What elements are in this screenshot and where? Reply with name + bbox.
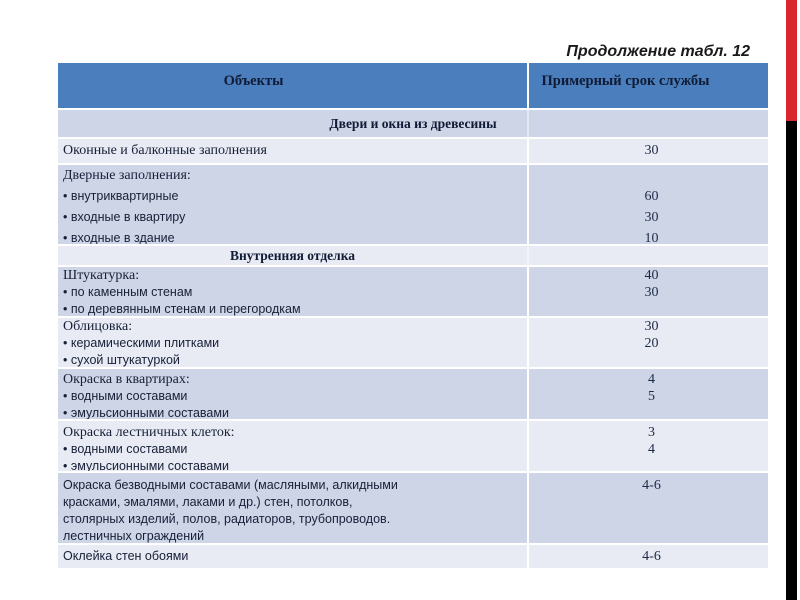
row-value-cell: 60 30 10 xyxy=(527,165,768,244)
row-value-line: 30 xyxy=(644,143,659,158)
row-value-line: 4-6 xyxy=(642,549,661,564)
row-value-cell: 40 30 xyxy=(527,267,768,316)
row-object-cell: Дверные заполнения: • внутриквартирные •… xyxy=(58,165,527,244)
row-value-cell: 30 xyxy=(527,139,768,163)
row-object-line: • внутриквартирные xyxy=(63,189,179,203)
column-header-objects-cell: Объекты xyxy=(58,63,527,108)
row-object-line: • сухой штукатуркой xyxy=(63,353,180,367)
column-header-service-life: Примерный срок службы xyxy=(541,73,710,89)
row-value-line: 5 xyxy=(648,389,655,404)
row-object-cell: Окраска лестничных клеток: • водными сос… xyxy=(58,421,527,471)
row-object-line: • водными составами xyxy=(63,442,188,456)
section-label: Двери и окна из древесины xyxy=(329,116,497,131)
table-header-row: Объекты Примерный срок службы xyxy=(58,63,768,110)
accent-bar-red xyxy=(786,0,797,121)
column-divider xyxy=(527,246,529,265)
row-object-line: Штукатурка: xyxy=(63,268,140,283)
row-value-line: 20 xyxy=(644,336,659,351)
row-object-line: • по деревянным стенам и перегородкам xyxy=(63,302,301,316)
row-object-line: Облицовка: xyxy=(63,319,133,334)
table-row: Оконные и балконные заполнения 30 xyxy=(58,139,768,165)
row-value-line: 40 xyxy=(644,268,659,283)
table-row: Окраска в квартирах: • водными составами… xyxy=(58,369,768,421)
row-object-line: Оконные и балконные заполнения xyxy=(63,143,267,158)
table-row: Облицовка: • керамическими плитками • су… xyxy=(58,318,768,369)
row-object-line: красками, эмалями, лаками и др.) стен, п… xyxy=(63,495,353,509)
row-object-line: • входные в квартиру xyxy=(63,210,186,224)
section-label: Внутренняя отделка xyxy=(229,248,356,263)
row-value-cell: 30 20 xyxy=(527,318,768,367)
row-object-line: • эмульсионными составами xyxy=(63,406,229,420)
row-object-line: • эмульсионными составами xyxy=(63,459,229,473)
row-value-line: 30 xyxy=(644,285,659,300)
row-value-line: 60 xyxy=(644,189,659,204)
row-object-line: Оклейка стен обоями xyxy=(63,549,189,563)
row-object-cell: Оконные и балконные заполнения xyxy=(58,139,527,163)
section-row-interior-finishing: Внутренняя отделка xyxy=(58,246,768,267)
row-object-line: лестничных ограждений xyxy=(63,529,205,543)
slide-title: Продолжение табл. 12 xyxy=(566,43,750,60)
row-object-line: Окраска в квартирах: xyxy=(63,372,190,387)
row-value-line: 4-6 xyxy=(642,478,661,493)
row-object-cell: Оклейка стен обоями xyxy=(58,545,527,568)
row-value-cell: 4-6 xyxy=(527,473,768,543)
row-object-line: столярных изделий, полов, радиаторов, тр… xyxy=(63,512,391,526)
row-value-line: 3 xyxy=(648,425,655,440)
row-object-cell: Окраска в квартирах: • водными составами… xyxy=(58,369,527,419)
row-object-line: • водными составами xyxy=(63,389,188,403)
row-value-line: 30 xyxy=(644,319,659,334)
row-value-cell: 4 5 xyxy=(527,369,768,419)
row-object-cell: Штукатурка: • по каменным стенам • по де… xyxy=(58,267,527,316)
row-value-cell: 3 4 xyxy=(527,421,768,471)
table-row: Дверные заполнения: • внутриквартирные •… xyxy=(58,165,768,246)
row-value-line xyxy=(535,165,768,186)
section-row-wooden-doors-windows: Двери и окна из древесины xyxy=(58,110,768,139)
row-value-line: 10 xyxy=(644,231,659,246)
row-object-line: • керамическими плитками xyxy=(63,336,220,350)
service-life-table: Объекты Примерный срок службы Двери и ок… xyxy=(58,63,768,568)
row-object-cell: Окраска безводными составами (масляными,… xyxy=(58,473,527,543)
column-divider xyxy=(527,110,529,137)
column-header-objects: Объекты xyxy=(223,73,284,89)
table-row: Штукатурка: • по каменным стенам • по де… xyxy=(58,267,768,318)
row-value-line: 4 xyxy=(648,442,655,457)
accent-bar-dark xyxy=(786,121,797,600)
row-object-line: Окраска лестничных клеток: xyxy=(63,425,235,440)
table-row: Окраска безводными составами (масляными,… xyxy=(58,473,768,545)
row-object-line: Окраска безводными составами (масляными,… xyxy=(63,478,398,492)
row-object-cell: Облицовка: • керамическими плитками • су… xyxy=(58,318,527,367)
column-header-service-life-cell: Примерный срок службы xyxy=(527,63,768,108)
row-object-line: • по каменным стенам xyxy=(63,285,193,299)
row-object-line: Дверные заполнения: xyxy=(63,168,191,183)
row-object-line: • входные в здание xyxy=(63,231,175,245)
row-value-cell: 4-6 xyxy=(527,545,768,568)
table-row: Оклейка стен обоями 4-6 xyxy=(58,545,768,568)
table-row: Окраска лестничных клеток: • водными сос… xyxy=(58,421,768,473)
row-value-line: 4 xyxy=(648,372,655,387)
row-value-line: 30 xyxy=(644,210,659,225)
